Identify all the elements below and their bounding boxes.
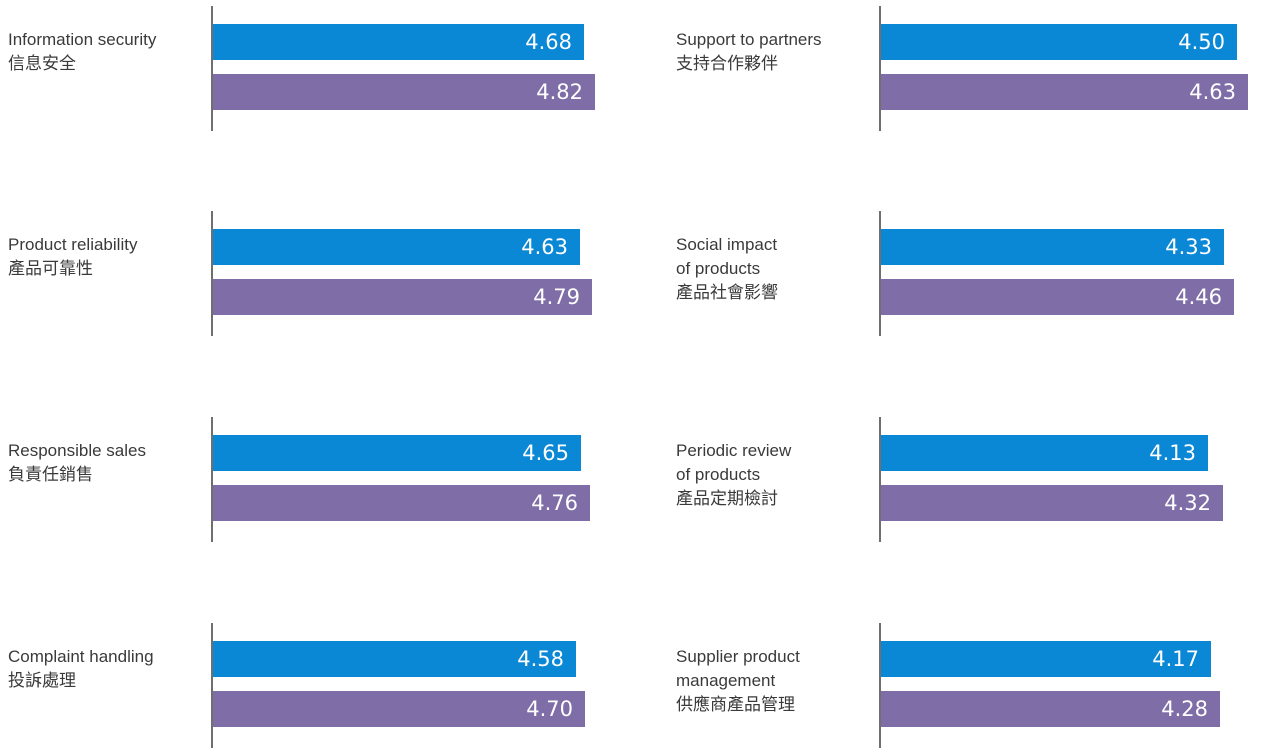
axis-line xyxy=(211,623,213,748)
chart-panel: Complaint handling 投訴處理 4.58 4.70 xyxy=(8,623,628,748)
category-label-zh: 負責任銷售 xyxy=(8,465,93,484)
category-label: Product reliability 產品可靠性 xyxy=(8,233,137,281)
bar-value-label: 4.58 xyxy=(517,647,564,671)
bar-series-2: 4.82 xyxy=(213,74,595,110)
axis-line xyxy=(879,211,881,336)
category-label-en: management xyxy=(676,671,776,690)
category-label-zh: 產品可靠性 xyxy=(8,259,93,278)
category-label-zh: 產品定期檢討 xyxy=(676,489,778,508)
category-label-en: Complaint handling xyxy=(8,647,154,666)
category-label-en: Support to partners xyxy=(676,30,822,49)
chart-panel: Information security 信息安全 4.68 4.82 xyxy=(8,6,628,131)
bar-value-label: 4.65 xyxy=(522,441,569,465)
bar-series-1: 4.17 xyxy=(881,641,1211,677)
category-label-en: of products xyxy=(676,465,761,484)
category-label-zh: 產品社會影響 xyxy=(676,283,778,302)
category-label: Periodic review of products 產品定期檢討 xyxy=(676,439,791,511)
bar-series-2: 4.70 xyxy=(213,691,585,727)
bar-series-1: 4.63 xyxy=(213,229,580,265)
bar-value-label: 4.68 xyxy=(525,30,572,54)
bar-series-2: 4.32 xyxy=(881,485,1223,521)
category-label: Supplier product management 供應商產品管理 xyxy=(676,645,800,717)
bar-series-2: 4.63 xyxy=(881,74,1248,110)
category-label-en: Social impact xyxy=(676,235,778,254)
bar-value-label: 4.46 xyxy=(1175,285,1222,309)
bar-value-label: 4.50 xyxy=(1178,30,1225,54)
category-label-en: Supplier product xyxy=(676,647,800,666)
bar-series-1: 4.50 xyxy=(881,24,1237,60)
bar-series-1: 4.65 xyxy=(213,435,581,471)
category-label-zh: 支持合作夥伴 xyxy=(676,54,778,73)
bar-series-2: 4.76 xyxy=(213,485,590,521)
bar-series-1: 4.33 xyxy=(881,229,1224,265)
category-label: Complaint handling 投訴處理 xyxy=(8,645,154,693)
chart-panel: Social impact of products 產品社會影響 4.33 4.46 xyxy=(676,211,1273,336)
bar-series-1: 4.58 xyxy=(213,641,576,677)
category-label: Support to partners 支持合作夥伴 xyxy=(676,28,822,76)
bar-value-label: 4.79 xyxy=(533,285,580,309)
bar-series-2: 4.46 xyxy=(881,279,1234,315)
bar-series-2: 4.79 xyxy=(213,279,592,315)
axis-line xyxy=(211,6,213,131)
chart-panel: Periodic review of products 產品定期檢討 4.13 4.32 xyxy=(676,417,1273,542)
category-label-en: of products xyxy=(676,259,761,278)
bar-value-label: 4.13 xyxy=(1149,441,1196,465)
bar-series-2: 4.28 xyxy=(881,691,1220,727)
category-label-en: Responsible sales xyxy=(8,441,146,460)
axis-line xyxy=(879,6,881,131)
chart-panel: Responsible sales 負責任銷售 4.65 4.76 xyxy=(8,417,628,542)
category-label-zh: 投訴處理 xyxy=(8,671,76,690)
chart-panel: Product reliability 產品可靠性 4.63 4.79 xyxy=(8,211,628,336)
axis-line xyxy=(211,417,213,542)
chart-panel: Supplier product management 供應商產品管理 4.17 4.2… xyxy=(676,623,1273,748)
bar-value-label: 4.82 xyxy=(536,80,583,104)
category-label: Information security 信息安全 xyxy=(8,28,156,76)
category-label-zh: 信息安全 xyxy=(8,54,76,73)
chart-panel: Support to partners 支持合作夥伴 4.50 4.63 xyxy=(676,6,1273,131)
bar-value-label: 4.70 xyxy=(526,697,573,721)
category-label-en: Product reliability xyxy=(8,235,138,254)
bar-value-label: 4.63 xyxy=(521,235,568,259)
bar-value-label: 4.76 xyxy=(531,491,578,515)
category-label-en: Periodic review xyxy=(676,441,792,460)
category-label: Social impact of products 產品社會影響 xyxy=(676,233,778,305)
bar-series-1: 4.13 xyxy=(881,435,1208,471)
axis-line xyxy=(879,623,881,748)
bar-value-label: 4.63 xyxy=(1189,80,1236,104)
bar-value-label: 4.17 xyxy=(1152,647,1199,671)
bar-value-label: 4.33 xyxy=(1165,235,1212,259)
category-label: Responsible sales 負責任銷售 xyxy=(8,439,146,487)
bar-value-label: 4.32 xyxy=(1164,491,1211,515)
bar-series-1: 4.68 xyxy=(213,24,584,60)
category-label-zh: 供應商產品管理 xyxy=(676,695,795,714)
axis-line xyxy=(211,211,213,336)
axis-line xyxy=(879,417,881,542)
bar-value-label: 4.28 xyxy=(1161,697,1208,721)
category-label-en: Information security xyxy=(8,30,157,49)
